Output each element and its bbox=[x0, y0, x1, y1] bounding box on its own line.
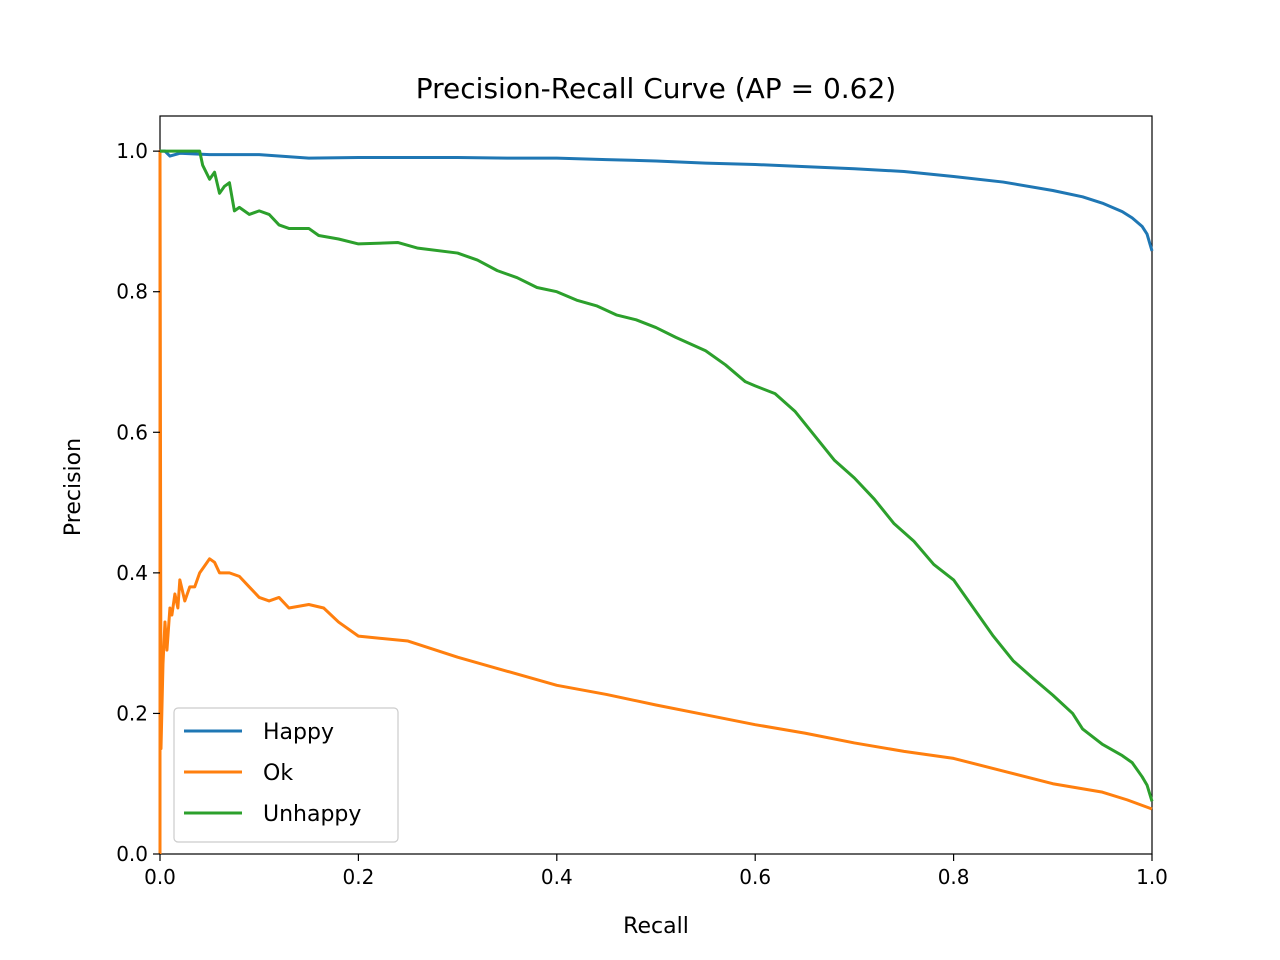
y-axis-label: Precision bbox=[61, 438, 86, 536]
series-line-happy bbox=[160, 149, 1154, 252]
series-layer bbox=[158, 149, 1154, 854]
legend-items: Happy Ok Unhappy bbox=[184, 720, 361, 827]
series-line-unhappy bbox=[160, 149, 1154, 802]
x-tick-label: 0.2 bbox=[342, 865, 374, 889]
legend-label-happy: Happy bbox=[263, 720, 334, 745]
legend-label-ok: Ok bbox=[263, 761, 293, 786]
x-tick-label: 0.4 bbox=[541, 865, 573, 889]
x-axis-ticks: 0.0 0.2 0.4 0.6 0.8 1.0 bbox=[144, 854, 1168, 889]
legend-box bbox=[173, 707, 399, 843]
y-tick-label: 0.0 bbox=[116, 842, 148, 866]
x-tick-label: 0.6 bbox=[739, 865, 771, 889]
legend: Happy Ok Unhappy bbox=[173, 707, 399, 843]
x-tick-label: 0.8 bbox=[938, 865, 970, 889]
series-line-ok bbox=[158, 149, 1153, 854]
plot-area bbox=[158, 115, 1154, 855]
y-tick-label: 0.6 bbox=[116, 420, 148, 444]
x-axis-label: Recall bbox=[623, 914, 689, 939]
x-tick-label: 0.0 bbox=[144, 865, 176, 889]
y-tick-label: 1.0 bbox=[116, 139, 148, 163]
chart-title: Precision-Recall Curve (AP = 0.62) bbox=[416, 72, 896, 105]
legend-label-unhappy: Unhappy bbox=[263, 802, 361, 827]
x-tick-label: 1.0 bbox=[1136, 865, 1168, 889]
y-axis-ticks: 0.0 0.2 0.4 0.6 0.8 1.0 bbox=[116, 139, 160, 866]
y-tick-label: 0.2 bbox=[116, 701, 148, 725]
y-tick-label: 0.8 bbox=[116, 280, 148, 304]
y-tick-label: 0.4 bbox=[116, 561, 148, 585]
